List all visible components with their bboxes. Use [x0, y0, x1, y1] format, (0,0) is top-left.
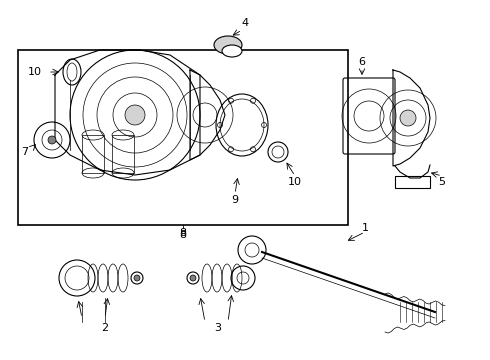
- Text: 3: 3: [215, 323, 221, 333]
- Text: 8: 8: [179, 230, 187, 240]
- Ellipse shape: [222, 45, 242, 57]
- Bar: [82, 135, 104, 173]
- Circle shape: [134, 275, 140, 281]
- Text: 4: 4: [242, 18, 248, 28]
- Text: 9: 9: [231, 195, 239, 205]
- Text: 5: 5: [439, 177, 445, 187]
- Circle shape: [48, 136, 56, 144]
- Bar: [18, 50, 348, 225]
- Text: 8: 8: [179, 228, 187, 238]
- Text: 10: 10: [28, 67, 42, 77]
- Text: 2: 2: [101, 323, 109, 333]
- Text: 1: 1: [362, 223, 368, 233]
- Bar: [112, 135, 134, 173]
- Text: 7: 7: [22, 147, 28, 157]
- Circle shape: [190, 275, 196, 281]
- Text: 6: 6: [359, 57, 366, 67]
- Circle shape: [400, 110, 416, 126]
- Ellipse shape: [214, 36, 242, 54]
- Bar: [395, 176, 430, 188]
- Text: 10: 10: [288, 177, 302, 187]
- Circle shape: [125, 105, 145, 125]
